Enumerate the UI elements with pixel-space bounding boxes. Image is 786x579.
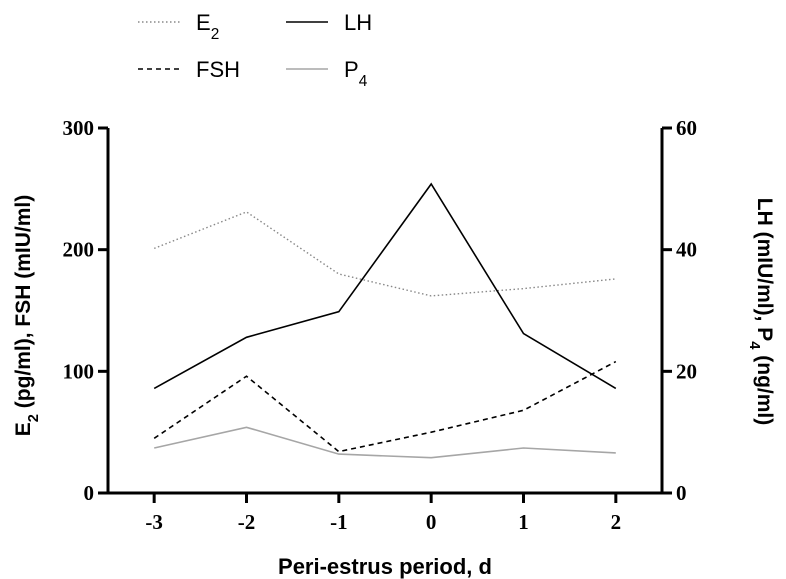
legend: E2 FSH LH P4 <box>138 10 372 90</box>
y-left-tick-label: 100 <box>63 359 95 383</box>
legend-label-p4-main: P <box>344 57 359 82</box>
y-axis-title-left: E2 (pg/ml), FSH (mIU/ml) <box>12 195 42 437</box>
legend-label-e2: E2 <box>196 10 219 43</box>
y-axis-title-right-sub: 4 <box>746 341 762 350</box>
x-tick-label: 0 <box>426 510 437 534</box>
legend-label-lh-main: LH <box>344 10 372 35</box>
legend-label-e2-main: E <box>196 10 211 35</box>
series-line-e2 <box>153 211 616 297</box>
y-axis-title-left-rest: (pg/ml), FSH (mIU/ml) <box>12 195 35 414</box>
legend-label-p4-sub: 4 <box>359 73 368 90</box>
plot-lines <box>153 182 617 459</box>
x-tick-label: -1 <box>330 510 348 534</box>
y-axis-title-right: LH (mIU/ml), P4 (ng/ml) <box>746 198 776 426</box>
y-axis-title-right-rest: (ng/ml) <box>753 349 776 425</box>
axis-titles: Peri-estrus period, dE2 (pg/ml), FSH (mI… <box>12 195 776 579</box>
x-tick-label: -3 <box>145 510 163 534</box>
y-left-tick-label: 0 <box>84 481 95 505</box>
y-right-tick-label: 20 <box>676 359 697 383</box>
x-tick-label: 1 <box>518 510 529 534</box>
y-axis-title-left-sub: 2 <box>26 414 42 422</box>
legend-label-p4: P4 <box>344 57 368 90</box>
legend-label-e2-sub: 2 <box>211 26 220 43</box>
y-left-tick-label: 200 <box>63 238 95 262</box>
legend-label-fsh: FSH <box>196 57 240 82</box>
x-tick-label: 2 <box>611 510 622 534</box>
series-line-fsh <box>153 360 617 453</box>
y-right-tick-label: 40 <box>676 238 697 262</box>
ticks: 0 100 200 300 0 20 40 60 -3 -2 -1 0 1 2 <box>63 116 698 534</box>
y-right-tick-label: 0 <box>676 481 687 505</box>
y-right-tick-label: 60 <box>676 116 697 140</box>
x-tick-label: -2 <box>238 510 256 534</box>
legend-label-lh: LH <box>344 10 372 35</box>
legend-label-fsh-main: FSH <box>196 57 240 82</box>
x-axis-title: Peri-estrus period, d <box>278 554 492 579</box>
y-axis-title-left-main: E <box>12 422 35 436</box>
axes <box>106 128 664 495</box>
series-line-lh <box>153 182 617 390</box>
series-line-p4 <box>154 426 616 459</box>
y-axis-title-right-main: LH (mIU/ml), P <box>753 198 776 342</box>
y-left-tick-label: 300 <box>63 116 95 140</box>
